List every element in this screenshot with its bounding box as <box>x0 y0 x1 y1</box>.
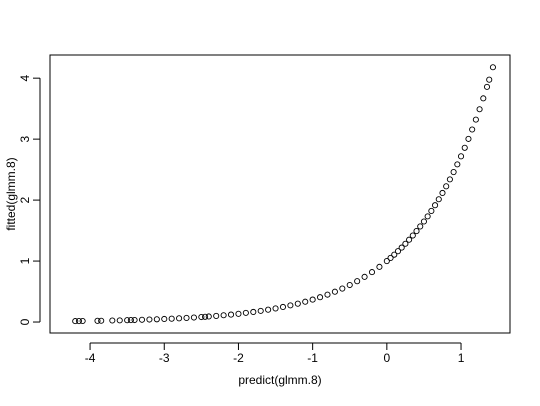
point <box>413 228 420 235</box>
point <box>146 316 153 323</box>
point <box>127 317 134 324</box>
point <box>368 269 376 276</box>
point <box>406 236 413 243</box>
point <box>443 183 450 190</box>
point <box>109 317 116 324</box>
point <box>176 315 183 322</box>
point <box>257 307 264 314</box>
point <box>417 223 424 230</box>
x-tick-label: 0 <box>383 351 390 365</box>
point <box>376 263 383 270</box>
point <box>317 294 324 301</box>
point <box>227 311 235 318</box>
point <box>124 317 131 324</box>
x-tick-label: -3 <box>159 351 170 365</box>
y-tick-label: 2 <box>18 196 32 203</box>
point <box>354 278 361 285</box>
point <box>242 309 249 316</box>
point <box>294 300 301 307</box>
point <box>432 202 439 209</box>
point <box>461 144 468 151</box>
y-tick-label: 0 <box>18 318 32 325</box>
y-tick-label: 4 <box>18 75 32 82</box>
point <box>72 318 79 325</box>
x-tick-label: 1 <box>458 351 465 365</box>
point <box>272 305 279 312</box>
plot-box <box>49 54 511 334</box>
point <box>409 232 416 239</box>
point <box>450 169 457 176</box>
point <box>387 254 394 262</box>
point <box>161 315 168 323</box>
point <box>420 218 427 225</box>
point <box>116 317 123 324</box>
point <box>183 314 190 321</box>
point <box>324 291 331 298</box>
point <box>339 285 346 292</box>
point <box>168 315 175 322</box>
y-axis-label: fitted(glmm.8) <box>4 157 18 230</box>
point <box>480 95 487 102</box>
point <box>446 176 453 183</box>
point <box>424 213 431 220</box>
point <box>472 116 479 123</box>
point <box>138 316 146 323</box>
point <box>205 313 212 320</box>
point <box>279 303 287 311</box>
point <box>435 196 442 203</box>
point <box>250 308 257 316</box>
point <box>454 161 461 168</box>
point <box>131 316 138 324</box>
x-tick-label: -2 <box>233 351 244 365</box>
point <box>235 310 242 317</box>
point <box>457 153 465 160</box>
point <box>202 313 209 320</box>
point <box>476 106 483 113</box>
x-tick-label: -4 <box>85 351 96 365</box>
point <box>402 240 409 247</box>
point <box>465 135 472 142</box>
point <box>94 317 101 324</box>
point <box>309 296 316 303</box>
point <box>198 313 205 321</box>
point <box>265 306 272 313</box>
point <box>98 317 105 324</box>
point <box>213 312 220 319</box>
x-axis-label: predict(glmm.8) <box>238 373 321 387</box>
point <box>439 189 446 197</box>
point <box>428 207 435 214</box>
point <box>331 288 338 295</box>
point <box>489 64 496 71</box>
point <box>394 248 402 255</box>
point <box>75 318 82 325</box>
point <box>220 312 227 319</box>
point <box>391 251 398 258</box>
point <box>398 244 405 251</box>
y-tick-label: 3 <box>18 135 32 142</box>
point <box>383 258 390 265</box>
point <box>486 76 493 83</box>
point <box>287 302 294 309</box>
point <box>79 317 86 325</box>
x-tick-label: -1 <box>307 351 318 365</box>
point <box>153 316 160 323</box>
y-tick-label: 1 <box>18 257 32 264</box>
point <box>361 273 368 280</box>
point <box>190 314 197 321</box>
point <box>302 298 309 305</box>
point <box>483 83 491 90</box>
point <box>346 281 353 289</box>
point <box>469 126 476 133</box>
